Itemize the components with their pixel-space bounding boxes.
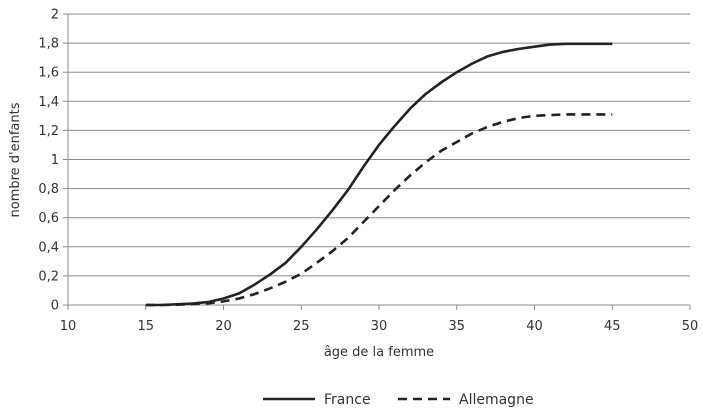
y-tick-labels: 0 0,2 0,4 0,6 0,8 1 1,2 1,4 1,6 1,8 2 — [38, 8, 59, 314]
y-axis-title: nombre d'enfants — [8, 102, 23, 217]
series-line-france — [145, 42, 613, 307]
y-tick-label: 0,4 — [38, 240, 59, 255]
legend: France Allemagne — [263, 392, 534, 408]
grid-lines — [68, 13, 690, 277]
x-tick-label: 25 — [293, 319, 310, 334]
x-tick-label: 35 — [448, 319, 465, 334]
y-tick-label: 0,2 — [38, 269, 59, 284]
series-lines — [145, 42, 613, 307]
axes — [63, 13, 691, 310]
y-tick-label: 1,2 — [38, 124, 59, 139]
series-line-allemagne — [145, 113, 613, 307]
legend-label-france: France — [324, 392, 371, 408]
x-tick-label: 40 — [526, 319, 543, 334]
x-tick-labels: 10 15 20 25 30 35 40 45 50 — [60, 319, 699, 334]
y-tick-label: 0,6 — [38, 211, 59, 226]
y-tick-label: 1,4 — [38, 95, 59, 110]
y-tick-label: 0 — [51, 299, 59, 314]
x-axis-title: âge de la femme — [324, 345, 434, 360]
x-tick-label: 20 — [215, 319, 232, 334]
y-tick-label: 1 — [51, 153, 59, 168]
y-tick-label: 2 — [51, 8, 59, 23]
x-tick-label: 50 — [682, 319, 699, 334]
legend-label-allemagne: Allemagne — [459, 392, 534, 408]
x-tick-label: 45 — [604, 319, 621, 334]
y-tick-label: 1,8 — [38, 37, 59, 52]
x-tick-label: 10 — [60, 319, 77, 334]
y-tick-label: 0,8 — [38, 182, 59, 197]
x-tick-label: 30 — [371, 319, 388, 334]
y-tick-label: 1,6 — [38, 66, 59, 81]
x-tick-label: 15 — [137, 319, 154, 334]
